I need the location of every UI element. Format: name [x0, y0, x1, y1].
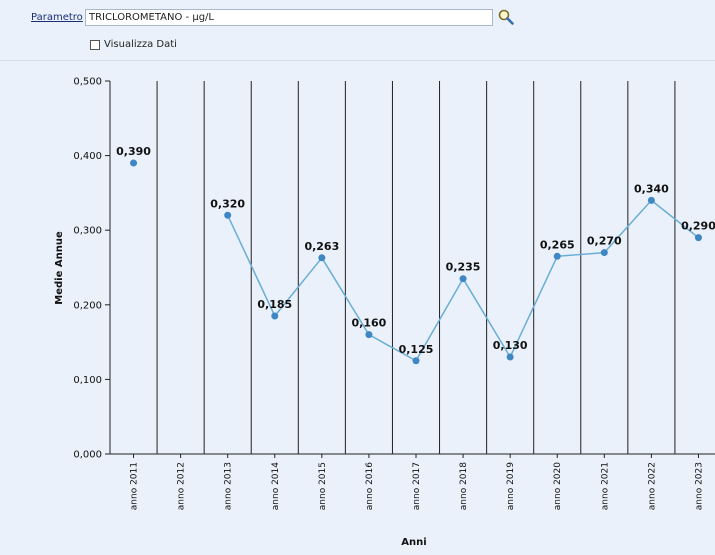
data-label: 0,390	[116, 145, 151, 158]
data-point	[694, 234, 702, 242]
x-axis-title: Anni	[401, 537, 426, 548]
data-label: 0,130	[493, 339, 528, 352]
series-line-segment	[321, 257, 370, 336]
parametro-label[interactable]: Parametro	[31, 12, 83, 23]
y-tick-label: 0,000	[73, 450, 102, 461]
x-tick-label: anno 2023	[694, 462, 704, 510]
data-point	[600, 249, 608, 257]
x-tick-label: anno 2013	[224, 462, 234, 510]
data-point	[365, 331, 373, 339]
chart-panel: 0,000 0,100 0,200 0,300 0,400 0,500 anno 2011 a…	[0, 60, 715, 550]
series-line-segment	[274, 257, 323, 317]
x-tick-label: anno 2011	[130, 462, 140, 510]
x-tick-label: anno 2017	[412, 462, 422, 510]
x-tick-label: anno 2016	[365, 462, 375, 510]
data-point	[459, 275, 467, 283]
data-label: 0,125	[399, 343, 434, 356]
data-point	[506, 353, 514, 361]
data-label: 0,270	[587, 235, 622, 248]
data-point	[224, 211, 232, 219]
data-label: 0,160	[352, 317, 387, 330]
data-point	[318, 254, 326, 262]
checkbox-box[interactable]	[90, 39, 100, 50]
y-tick-label: 0,100	[73, 375, 102, 386]
series-line-segment	[227, 214, 276, 317]
visualizza-dati-label: Visualizza Dati	[104, 39, 177, 50]
visualizza-dati-checkbox[interactable]: Visualizza Dati	[90, 39, 177, 50]
series-line-segment	[462, 278, 511, 358]
y-tick-label: 0,400	[73, 151, 102, 162]
y-tick-label: 0,300	[73, 226, 102, 237]
x-tick-label: anno 2022	[647, 462, 657, 510]
data-label: 0,265	[540, 238, 575, 251]
x-tick-label: anno 2021	[600, 462, 610, 510]
data-label: 0,340	[634, 182, 669, 195]
data-label: 0,185	[257, 298, 292, 311]
data-label: 0,320	[210, 197, 245, 210]
series-line-segment	[650, 199, 699, 239]
data-label: 0,263	[304, 240, 339, 253]
x-tick-label: anno 2019	[506, 462, 516, 510]
parametro-field[interactable]: TRICLOROMETANO - µg/L	[85, 9, 493, 26]
data-label: 0,235	[446, 261, 481, 274]
line-chart: 0,000 0,100 0,200 0,300 0,400 0,500 anno 2011 a…	[54, 77, 715, 548]
x-tick-label: anno 2015	[318, 462, 328, 510]
data-point	[553, 252, 561, 260]
series-line-segment	[415, 278, 464, 362]
series-line-segment	[557, 251, 605, 258]
x-tick-label: anno 2012	[177, 462, 187, 510]
x-tick-label: anno 2014	[271, 462, 281, 510]
data-point	[412, 357, 420, 365]
data-point	[647, 196, 655, 204]
data-point	[271, 312, 279, 320]
y-tick-label: 0,200	[73, 300, 102, 311]
x-tick-label: anno 2020	[553, 462, 563, 510]
series-line-segment	[509, 255, 558, 358]
series-line-segment	[368, 333, 417, 362]
x-tick-label: anno 2018	[459, 462, 469, 510]
data-point	[130, 159, 138, 167]
data-label: 0,290	[681, 220, 715, 233]
search-icon[interactable]	[497, 8, 515, 26]
y-axis-title: Medie Annue	[54, 231, 65, 305]
y-tick-label: 0,500	[73, 77, 102, 88]
series-line-segment	[603, 199, 652, 254]
